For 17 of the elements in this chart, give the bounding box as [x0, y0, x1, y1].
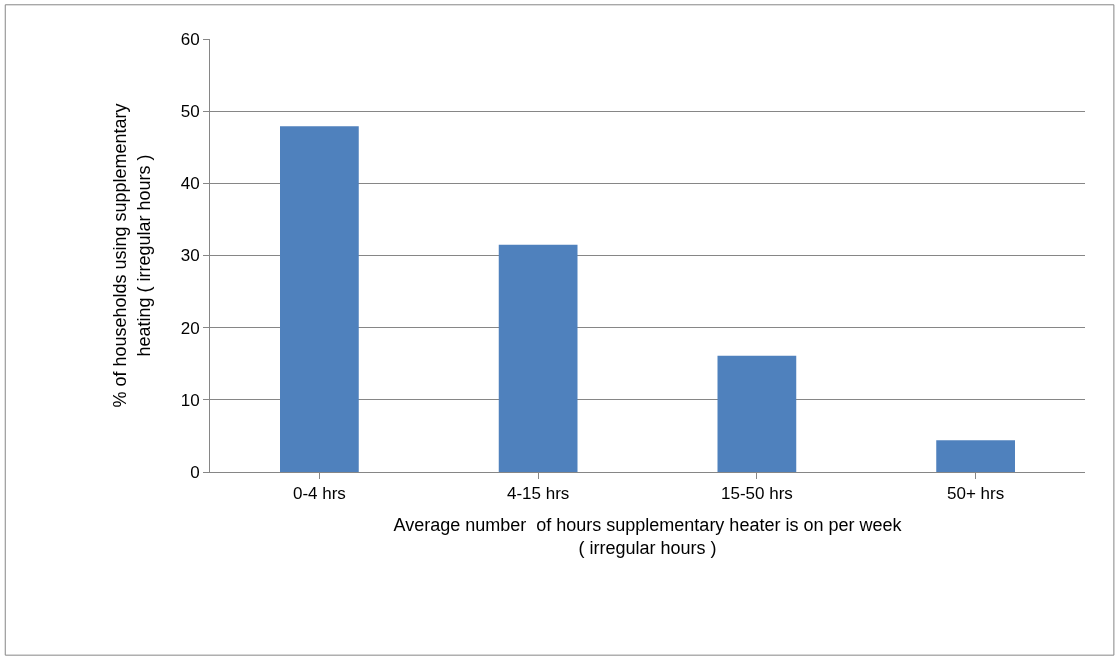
x-tick-label: 4-15 hrs — [506, 484, 570, 504]
y-tick-label: 10 — [180, 390, 200, 410]
y-tick-label: 40 — [180, 174, 200, 194]
bar — [280, 126, 359, 472]
y-tick-label: 30 — [180, 246, 200, 266]
x-axis-title: Average number of hours supplementary heater is on per week ( irregular hours ) — [393, 514, 903, 558]
bar — [936, 440, 1015, 472]
y-tick-label: 20 — [180, 318, 200, 338]
bar — [717, 355, 797, 472]
x-tick-label: 15-50 hrs — [720, 484, 793, 504]
x-tick-label: 0-4 hrs — [292, 484, 346, 504]
bar — [498, 244, 578, 472]
y-axis-title: % of households using supplementary heating ( irregular hours ) — [110, 103, 154, 408]
x-tick-label: 50+ hrs — [947, 484, 1005, 504]
y-tick-label: 0 — [190, 462, 200, 482]
y-tick-label: 60 — [180, 29, 200, 49]
y-tick-label: 50 — [180, 102, 200, 122]
